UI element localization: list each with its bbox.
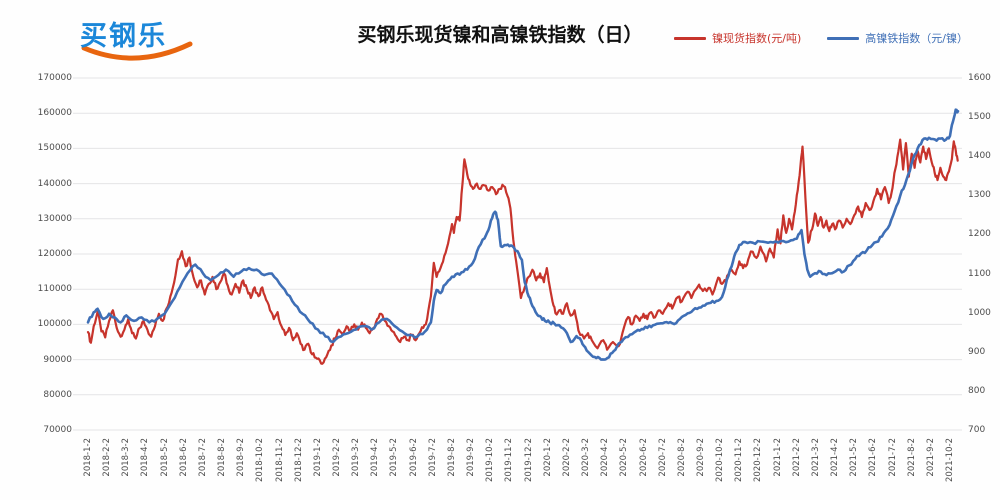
x-axis-tick-label: 2021-6-2 <box>868 438 879 477</box>
logo-text: 买钢乐 <box>80 21 167 52</box>
y-axis-left-tick-label: 130000 <box>37 213 72 224</box>
y-axis-right-tick-label: 1500 <box>968 112 991 123</box>
series-line-nickel-spot <box>86 138 959 365</box>
x-axis-tick-label: 2020-4-2 <box>600 438 611 477</box>
x-axis-tick-label: 2019-7-2 <box>427 438 438 477</box>
x-axis-tick-label: 2019-3-2 <box>351 438 362 477</box>
y-axis-left-tick-label: 150000 <box>37 143 72 154</box>
y-axis-left-tick-label: 140000 <box>37 178 72 189</box>
y-axis-right-tick-label: 1100 <box>968 268 991 279</box>
x-axis-tick-label: 2018-11-2 <box>274 438 285 482</box>
y-axis-right-tick-label: 800 <box>968 385 986 396</box>
x-axis-tick-label: 2020-11-2 <box>734 438 745 482</box>
x-axis-tick-label: 2019-5-2 <box>389 438 400 477</box>
x-axis-tick-label: 2020-5-2 <box>619 438 630 477</box>
x-axis-tick-label: 2021-4-2 <box>830 438 841 477</box>
y-axis-right-tick-label: 1400 <box>968 151 991 162</box>
x-axis-tick-label: 2018-4-2 <box>140 438 151 477</box>
x-axis-tick-label: 2018-10-2 <box>255 438 266 482</box>
x-axis-tick-label: 2019-4-2 <box>370 438 381 477</box>
legend-label-nickel-spot: 镍现货指数(元/吨) <box>711 32 802 45</box>
x-axis-tick-label: 2020-1-2 <box>542 438 553 477</box>
x-axis-tick-label: 2018-2-2 <box>102 438 113 477</box>
legend-swatch-high-nickel-iron-icon <box>827 36 860 40</box>
x-axis-tick-label: 2020-6-2 <box>638 438 649 477</box>
x-axis-tick-label: 2020-10-2 <box>715 438 726 482</box>
x-axis-tick-label: 2021-3-2 <box>810 438 821 477</box>
x-axis-tick-label: 2018-7-2 <box>197 438 208 477</box>
chart-title: 买钢乐现货镍和高镍铁指数（日） <box>357 24 643 46</box>
legend-item-high-nickel-iron[interactable]: 高镍铁指数（元/镍） <box>827 30 968 46</box>
y-axis-right-tick-label: 1200 <box>968 229 991 240</box>
x-axis-tick-label: 2019-12-2 <box>523 438 534 482</box>
y-axis-right-tick-label: 700 <box>968 425 986 435</box>
x-axis-tick-label: 2020-9-2 <box>695 438 706 477</box>
x-axis-tick-label: 2019-8-2 <box>446 438 457 477</box>
x-axis-tick-label: 2019-11-2 <box>504 438 515 482</box>
x-axis-tick-label: 2021-8-2 <box>906 438 917 477</box>
x-axis-tick-label: 2021-5-2 <box>849 438 860 477</box>
y-axis-left-tick-label: 70000 <box>43 425 72 435</box>
y-axis-left-tick-label: 100000 <box>37 319 72 330</box>
y-axis-right-tick-label: 900 <box>968 346 986 357</box>
x-axis-tick-label: 2018-1-2 <box>83 438 93 477</box>
y-axis-left-tick-label: 160000 <box>37 108 72 119</box>
x-axis-tick-label: 2021-10-2 <box>945 438 955 482</box>
x-axis-tick-label: 2020-3-2 <box>581 438 592 477</box>
x-axis-tick-label: 2021-2-2 <box>791 438 802 477</box>
legend-swatch-nickel-spot-icon <box>673 36 706 40</box>
x-axis-tick-label: 2019-9-2 <box>466 438 477 477</box>
y-axis-right-tick-label: 1000 <box>968 307 991 318</box>
x-axis-tick-label: 2020-7-2 <box>657 438 668 477</box>
x-axis-tick-label: 2018-8-2 <box>217 438 228 477</box>
logo: 买钢乐 <box>76 10 206 66</box>
y-axis-left-tick-label: 80000 <box>43 389 72 400</box>
x-axis-tick-label: 2018-3-2 <box>121 438 132 477</box>
x-axis-tick-label: 2018-9-2 <box>236 438 247 477</box>
series-line-high-nickel-iron <box>86 108 960 361</box>
x-axis-tick-label: 2020-2-2 <box>561 438 572 477</box>
x-axis-tick-label: 2019-6-2 <box>408 438 419 477</box>
legend-label-high-nickel-iron: 高镍铁指数（元/镍） <box>865 32 968 45</box>
x-axis-tick-label: 2018-6-2 <box>178 438 189 477</box>
x-axis-tick-label: 2019-2-2 <box>332 438 343 477</box>
y-axis-left-tick-label: 90000 <box>43 354 72 365</box>
legend: 镍现货指数(元/吨) 高镍铁指数（元/镍） <box>673 30 968 46</box>
x-axis-tick-label: 2021-1-2 <box>772 438 783 477</box>
y-axis-right-tick-label: 1600 <box>968 73 991 83</box>
x-axis-tick-label: 2021-7-2 <box>887 438 898 477</box>
y-axis-left-tick-label: 170000 <box>37 73 72 83</box>
y-axis-left-tick-label: 110000 <box>37 284 72 295</box>
x-axis-tick-label: 2018-5-2 <box>159 438 170 477</box>
y-axis-right-tick-label: 1300 <box>968 190 991 201</box>
x-axis-tick-label: 2019-10-2 <box>485 438 496 482</box>
y-axis-left-tick-label: 120000 <box>37 249 72 259</box>
x-axis-tick-label: 2020-8-2 <box>676 438 687 477</box>
legend-item-nickel-spot[interactable]: 镍现货指数(元/吨) <box>673 30 802 46</box>
x-axis-tick-label: 2018-12-2 <box>293 438 304 482</box>
logo-swoosh-icon <box>81 41 193 61</box>
x-axis-tick-label: 2019-1-2 <box>312 438 323 477</box>
x-axis-tick-label: 2021-9-2 <box>925 438 936 477</box>
x-axis-tick-label: 2020-12-2 <box>753 438 764 482</box>
